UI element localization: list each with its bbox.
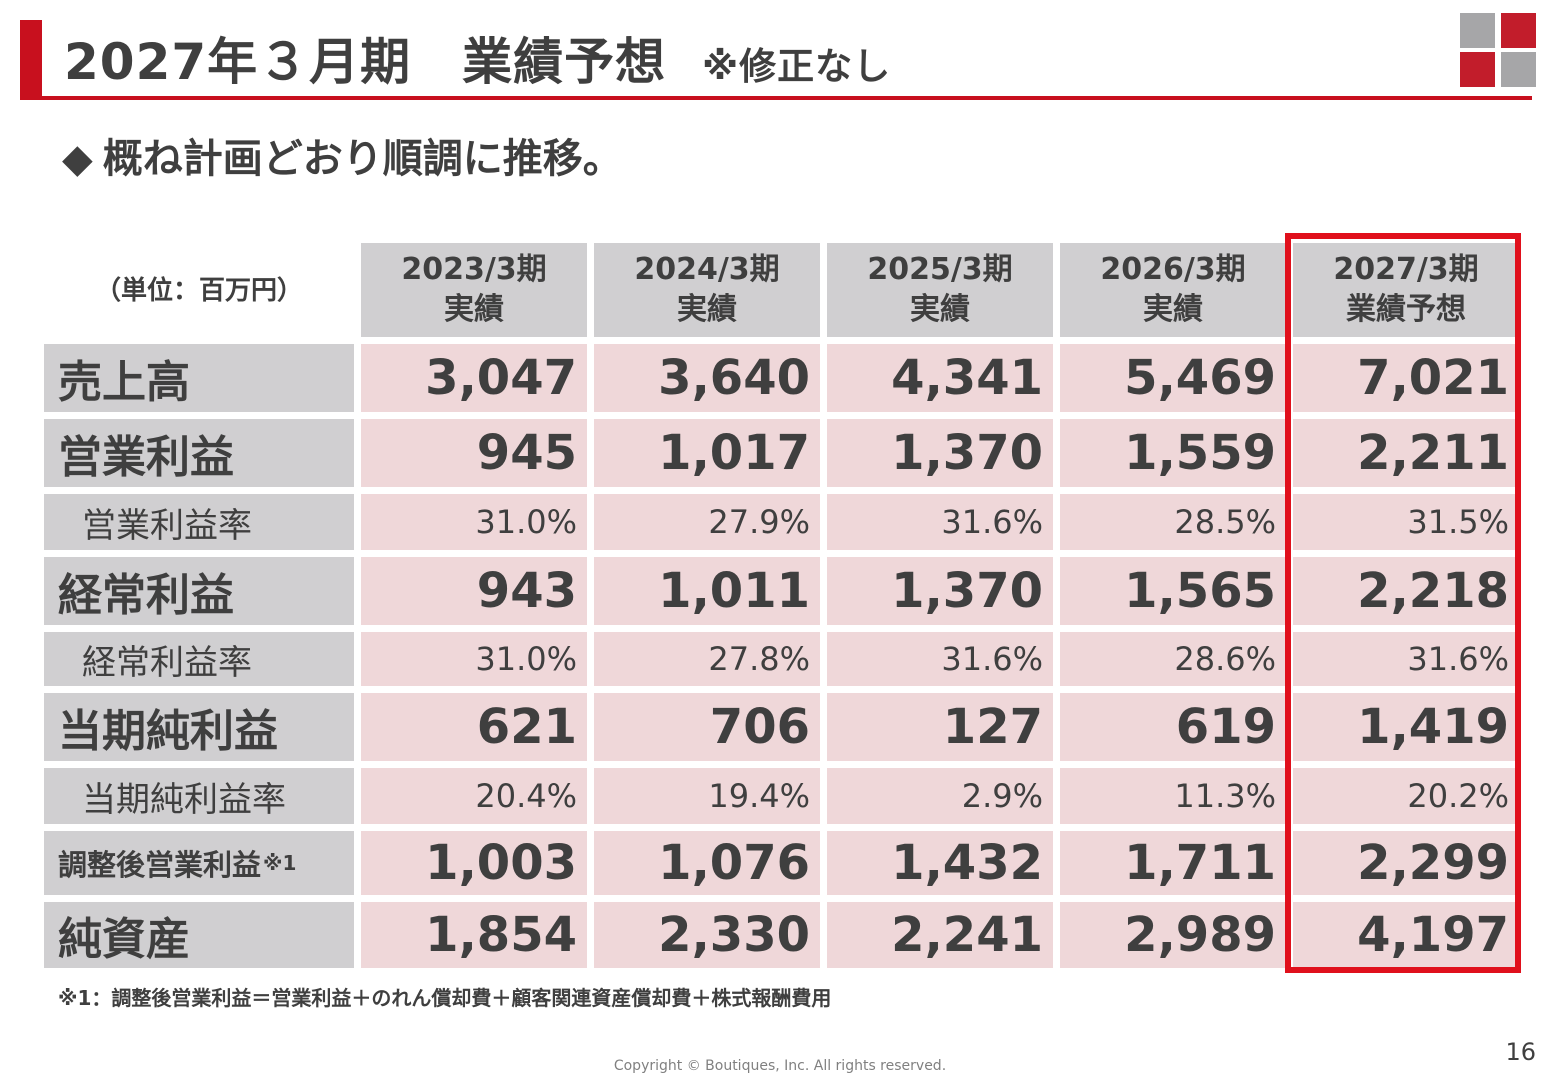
summary-text: 概ね計画どおり順調に推移。	[102, 136, 623, 182]
table-cell: 2,330	[594, 902, 820, 968]
title-underline	[20, 96, 1532, 100]
column-period: 2026/3期	[1100, 252, 1246, 287]
column-kind: 実績	[444, 292, 504, 327]
row-label-ordinary-profit: 経常利益	[44, 557, 354, 625]
row-label-net-assets: 純資産	[44, 902, 354, 968]
table-cell: 1,011	[594, 557, 820, 625]
table-cell: 1,565	[1060, 557, 1286, 625]
column-period: 2024/3期	[634, 252, 780, 287]
copyright: Copyright © Boutiques, Inc. All rights r…	[613, 1058, 947, 1074]
company-logo	[1460, 13, 1536, 87]
table-cell: 31.6%	[827, 632, 1053, 686]
page-title: 2027年３月期 業績予想 ※修正なし	[64, 22, 891, 94]
table-cell: 7,021	[1293, 344, 1519, 412]
table-cell: 1,370	[827, 557, 1053, 625]
logo-square-top-right	[1501, 13, 1536, 48]
row-label-net-margin: 当期純利益率	[44, 768, 354, 824]
footnote: ※1：調整後営業利益＝営業利益＋のれん償却費＋顧客関連資産償却費＋株式報酬費用	[58, 986, 832, 1010]
row-label-adjusted-operating-profit: 調整後営業利益 ※1	[44, 831, 354, 895]
table-cell: 2,989	[1060, 902, 1286, 968]
row-label-operating-margin: 営業利益率	[44, 494, 354, 550]
table-cell: 621	[361, 693, 587, 761]
table-cell: 28.5%	[1060, 494, 1286, 550]
logo-square-bottom-right	[1501, 52, 1536, 87]
row-label-operating-profit: 営業利益	[44, 419, 354, 487]
table-cell: 3,047	[361, 344, 587, 412]
column-kind: 実績	[1143, 292, 1203, 327]
table-cell: 619	[1060, 693, 1286, 761]
table-cell: 2,241	[827, 902, 1053, 968]
page-title-text: 2027年３月期 業績予想	[64, 33, 667, 91]
forecast-column-highlight	[1285, 233, 1521, 973]
table-cell: 31.5%	[1293, 494, 1519, 550]
unit-label: （単位：百万円）	[94, 276, 303, 306]
table-cell: 2,299	[1293, 831, 1519, 895]
table-cell: 2,218	[1293, 557, 1519, 625]
table-cell: 1,076	[594, 831, 820, 895]
logo-square-bottom-left	[1460, 52, 1495, 87]
table-cell: 11.3%	[1060, 768, 1286, 824]
table-cell: 27.9%	[594, 494, 820, 550]
table-cell: 19.4%	[594, 768, 820, 824]
footnote-marker: ※1	[263, 851, 297, 875]
summary-statement: ◆ 概ね計画どおり順調に推移。	[62, 126, 623, 184]
logo-square-top-left	[1460, 13, 1495, 48]
adjusted-profit-label: 調整後営業利益	[58, 848, 262, 882]
table-cell: 28.6%	[1060, 632, 1286, 686]
table-cell: 1,711	[1060, 831, 1286, 895]
column-kind: 実績	[910, 292, 970, 327]
column-period: 2025/3期	[867, 252, 1013, 287]
table-cell: 706	[594, 693, 820, 761]
table-cell: 3,640	[594, 344, 820, 412]
table-cell: 31.0%	[361, 494, 587, 550]
table-cell: 1,432	[827, 831, 1053, 895]
column-kind: 実績	[677, 292, 737, 327]
column-kind: 業績予想	[1346, 292, 1466, 327]
table-cell: 1,003	[361, 831, 587, 895]
table-cell: 20.2%	[1293, 768, 1519, 824]
table-cell: 1,854	[361, 902, 587, 968]
table-cell: 31.6%	[1293, 632, 1519, 686]
column-header-2024: 2024/3期 実績	[594, 243, 820, 337]
table-cell: 31.0%	[361, 632, 587, 686]
title-accent-bar	[20, 20, 42, 98]
table-cell: 31.6%	[827, 494, 1053, 550]
table-cell: 27.8%	[594, 632, 820, 686]
table-cell: 1,017	[594, 419, 820, 487]
page-number: 16	[1505, 1038, 1536, 1066]
column-header-2023: 2023/3期 実績	[361, 243, 587, 337]
row-label-ordinary-margin: 経常利益率	[44, 632, 354, 686]
table-cell: 943	[361, 557, 587, 625]
table-cell: 945	[361, 419, 587, 487]
table-cell: 1,370	[827, 419, 1053, 487]
column-period: 2023/3期	[401, 252, 547, 287]
table-cell: 5,469	[1060, 344, 1286, 412]
table-cell: 2.9%	[827, 768, 1053, 824]
column-header-2026: 2026/3期 実績	[1060, 243, 1286, 337]
diamond-bullet-icon: ◆	[62, 136, 93, 182]
table-cell: 4,197	[1293, 902, 1519, 968]
column-header-2025: 2025/3期 実績	[827, 243, 1053, 337]
column-period: 2027/3期	[1333, 252, 1479, 287]
table-cell: 20.4%	[361, 768, 587, 824]
column-header-2027-forecast: 2027/3期 業績予想	[1293, 243, 1519, 337]
table-cell: 127	[827, 693, 1053, 761]
page-subtitle: ※修正なし	[702, 45, 892, 88]
row-label-sales: 売上高	[44, 344, 354, 412]
row-label-net-income: 当期純利益	[44, 693, 354, 761]
table-cell: 4,341	[827, 344, 1053, 412]
table-cell: 1,419	[1293, 693, 1519, 761]
table-cell: 1,559	[1060, 419, 1286, 487]
table-cell: 2,211	[1293, 419, 1519, 487]
